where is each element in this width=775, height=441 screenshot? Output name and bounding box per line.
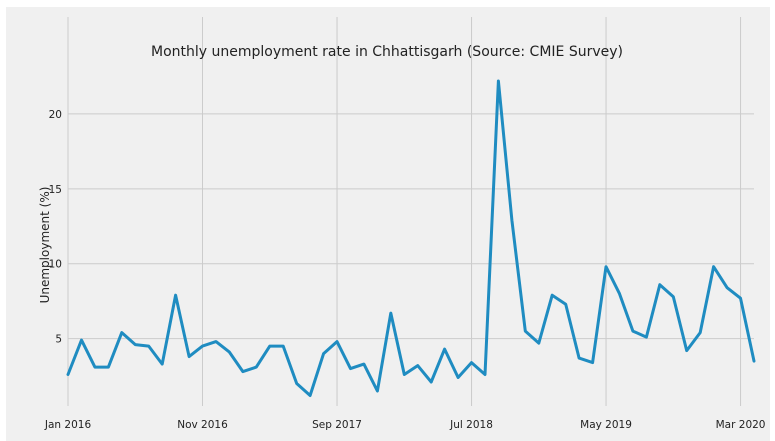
line-chart: 5 10 15 20 Jan 2016 Nov 2016 Sep 2017 Jul 2018… [38,17,766,431]
x-tick-labels: Jan 2016 Nov 2016 Sep 2017 Jul 2018 May 2019… [44,419,766,431]
chart-figure: 5 10 15 20 Jan 2016 Nov 2016 Sep 2017 Jul 2018… [6,7,770,441]
x-tick-label: Jul 2018 [449,419,493,431]
x-tick-label: Jan 2016 [44,419,92,431]
y-tick-label: 10 [49,259,62,271]
y-tick-label: 5 [55,334,62,346]
y-tick-label: 15 [49,184,62,196]
y-axis-label: Unemployment (%) [38,187,52,304]
chart-title: Monthly unemployment rate in Chhattisgar… [151,44,623,60]
y-tick-labels: 5 10 15 20 [49,109,62,346]
unemployment-rate-line [66,79,756,397]
y-tick-label: 20 [49,109,62,121]
y-gridlines [68,113,754,340]
x-tick-label: Sep 2017 [312,419,362,431]
x-gridlines [67,17,742,406]
x-tick-label: Nov 2016 [177,419,228,431]
x-tick-label: Mar 2020 [716,419,766,431]
x-tick-label: May 2019 [580,419,632,431]
